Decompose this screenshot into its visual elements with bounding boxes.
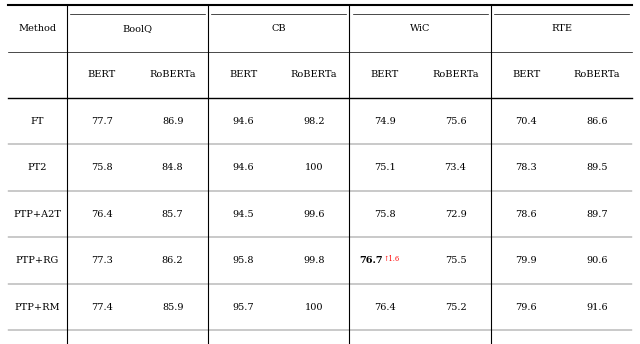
- Text: 76.4: 76.4: [91, 209, 113, 219]
- Text: BoolQ: BoolQ: [122, 24, 152, 33]
- Text: 79.9: 79.9: [515, 256, 537, 265]
- Text: 84.8: 84.8: [162, 163, 184, 172]
- Text: CB: CB: [271, 24, 286, 33]
- Text: 91.6: 91.6: [586, 302, 608, 312]
- Text: BERT: BERT: [88, 70, 116, 79]
- Text: FT: FT: [30, 117, 44, 126]
- Text: 75.8: 75.8: [374, 209, 396, 219]
- Text: 77.4: 77.4: [91, 302, 113, 312]
- Text: RoBERTa: RoBERTa: [573, 70, 620, 79]
- Text: PTP+RM: PTP+RM: [14, 302, 60, 312]
- Text: 75.2: 75.2: [445, 302, 467, 312]
- Text: RoBERTa: RoBERTa: [432, 70, 479, 79]
- Text: 86.6: 86.6: [586, 117, 608, 126]
- Text: BERT: BERT: [512, 70, 540, 79]
- Text: 77.7: 77.7: [91, 117, 113, 126]
- Text: 90.6: 90.6: [586, 256, 608, 265]
- Text: ↑1.6: ↑1.6: [383, 255, 399, 263]
- Text: 85.9: 85.9: [162, 302, 184, 312]
- Text: 75.1: 75.1: [374, 163, 396, 172]
- Text: WiC: WiC: [410, 24, 430, 33]
- Text: 75.6: 75.6: [445, 117, 467, 126]
- Text: 86.9: 86.9: [162, 117, 184, 126]
- Text: 85.7: 85.7: [162, 209, 184, 219]
- Text: 100: 100: [305, 302, 323, 312]
- Text: 74.9: 74.9: [374, 117, 396, 126]
- Text: 94.6: 94.6: [232, 117, 254, 126]
- Text: BERT: BERT: [371, 70, 399, 79]
- Text: 79.6: 79.6: [515, 302, 537, 312]
- Text: 76.7: 76.7: [359, 256, 383, 265]
- Text: Method: Method: [18, 24, 56, 33]
- Text: 75.8: 75.8: [91, 163, 113, 172]
- Text: 75.5: 75.5: [445, 256, 467, 265]
- Text: 98.2: 98.2: [303, 117, 325, 126]
- Text: 94.6: 94.6: [232, 163, 254, 172]
- Text: 72.9: 72.9: [445, 209, 467, 219]
- Text: 76.4: 76.4: [374, 302, 396, 312]
- Text: 70.4: 70.4: [515, 117, 537, 126]
- Text: 86.2: 86.2: [162, 256, 184, 265]
- Text: BERT: BERT: [229, 70, 257, 79]
- Text: 95.8: 95.8: [232, 256, 254, 265]
- Text: RoBERTa: RoBERTa: [291, 70, 337, 79]
- Text: PTP+RG: PTP+RG: [15, 256, 59, 265]
- Text: 77.3: 77.3: [91, 256, 113, 265]
- Text: 73.4: 73.4: [445, 163, 467, 172]
- Text: PTP+A2T: PTP+A2T: [13, 209, 61, 219]
- Text: RoBERTa: RoBERTa: [149, 70, 196, 79]
- Text: 78.6: 78.6: [515, 209, 537, 219]
- Text: 89.7: 89.7: [586, 209, 608, 219]
- Text: 89.5: 89.5: [586, 163, 608, 172]
- Text: RTE: RTE: [551, 24, 572, 33]
- Text: 100: 100: [305, 163, 323, 172]
- Text: 95.7: 95.7: [232, 302, 254, 312]
- Text: 94.5: 94.5: [232, 209, 254, 219]
- Text: 99.6: 99.6: [303, 209, 325, 219]
- Text: 99.8: 99.8: [303, 256, 325, 265]
- Text: 78.3: 78.3: [515, 163, 537, 172]
- Text: PT2: PT2: [28, 163, 47, 172]
